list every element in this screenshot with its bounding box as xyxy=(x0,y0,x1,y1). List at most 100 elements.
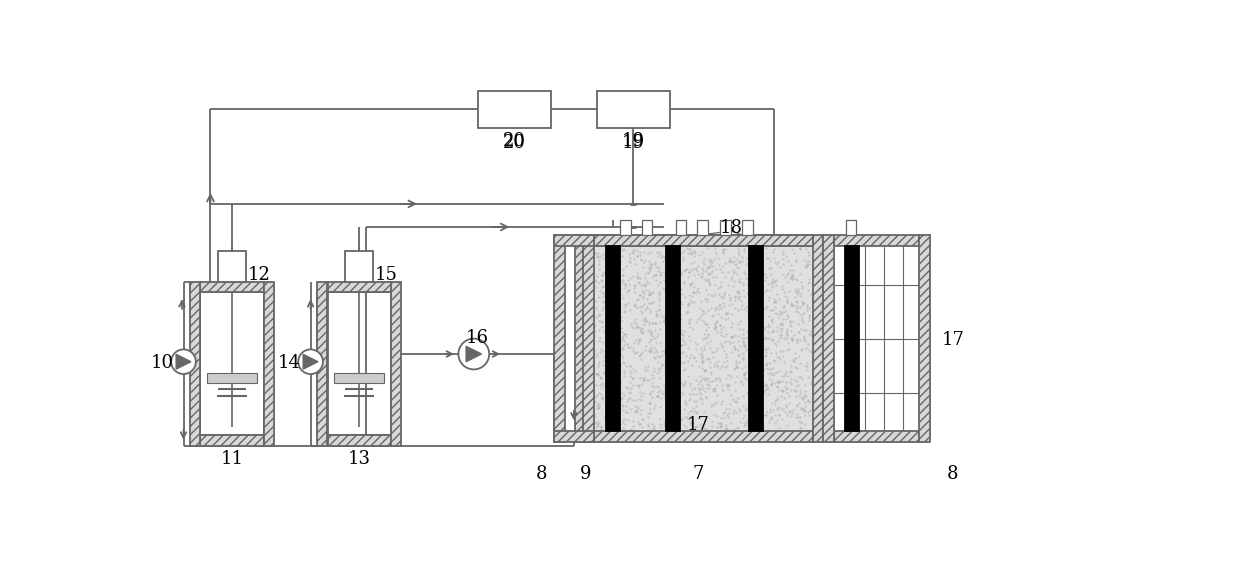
Point xyxy=(773,386,792,396)
Point xyxy=(697,384,717,393)
Point xyxy=(708,373,728,382)
Point xyxy=(615,300,635,309)
Point xyxy=(780,320,800,329)
Point xyxy=(761,369,781,378)
Point xyxy=(764,405,784,414)
Point xyxy=(624,373,644,382)
Point xyxy=(760,286,780,295)
Point xyxy=(719,300,739,309)
Point xyxy=(774,315,794,324)
Point xyxy=(779,344,799,354)
Point xyxy=(711,328,730,337)
Point xyxy=(613,418,632,427)
Point xyxy=(652,350,672,359)
Point xyxy=(676,351,696,361)
Point xyxy=(585,418,605,427)
Point xyxy=(594,254,614,263)
Point xyxy=(673,253,693,263)
Point xyxy=(780,317,800,327)
Point xyxy=(681,336,701,345)
Point xyxy=(795,410,815,419)
Point xyxy=(774,393,794,403)
Point xyxy=(603,340,622,349)
Point xyxy=(756,286,776,295)
Point xyxy=(718,384,738,393)
Point xyxy=(773,346,792,355)
Point xyxy=(691,313,711,322)
Point xyxy=(769,313,789,322)
Point xyxy=(663,381,683,391)
Point xyxy=(646,275,666,285)
Point xyxy=(599,340,619,350)
Point xyxy=(733,339,753,348)
Point xyxy=(661,257,681,266)
Point xyxy=(715,407,735,416)
Point xyxy=(787,380,807,389)
Point xyxy=(761,376,781,385)
Point xyxy=(727,270,746,279)
Point xyxy=(708,309,728,318)
Point xyxy=(668,332,688,341)
Point xyxy=(748,268,768,277)
Point xyxy=(708,418,728,427)
Point xyxy=(657,422,677,431)
Point xyxy=(707,423,727,432)
Point xyxy=(671,391,691,400)
Point xyxy=(742,405,761,414)
Point xyxy=(724,424,744,433)
Point xyxy=(613,275,632,285)
Point xyxy=(640,289,660,298)
Point xyxy=(688,380,708,389)
Point xyxy=(588,311,608,320)
Point xyxy=(779,372,799,381)
Point xyxy=(702,421,722,430)
Point xyxy=(765,338,785,347)
Point xyxy=(681,279,701,289)
Point xyxy=(641,328,661,337)
Point xyxy=(641,247,661,256)
Point xyxy=(627,252,647,261)
Point xyxy=(625,401,645,411)
Point xyxy=(697,320,717,329)
Point xyxy=(603,373,622,382)
Point xyxy=(625,302,645,311)
Point xyxy=(616,407,636,416)
Point xyxy=(735,270,755,279)
Point xyxy=(749,332,769,341)
Point xyxy=(594,368,614,377)
Point xyxy=(591,322,611,331)
Point xyxy=(737,259,756,268)
Point xyxy=(780,398,800,407)
Point xyxy=(593,282,613,291)
Point xyxy=(634,376,653,385)
Point xyxy=(652,360,672,369)
Point xyxy=(729,276,749,286)
Point xyxy=(759,279,779,289)
Point xyxy=(595,270,615,279)
Point xyxy=(598,356,618,365)
Point xyxy=(739,363,759,373)
Point xyxy=(715,374,735,383)
Point xyxy=(663,285,683,294)
Point xyxy=(589,418,609,427)
Point xyxy=(764,294,784,304)
Point xyxy=(598,328,618,337)
Point xyxy=(650,278,670,287)
Point xyxy=(594,412,614,422)
Point xyxy=(647,352,667,361)
Point xyxy=(787,308,807,317)
Point xyxy=(640,289,660,298)
Point xyxy=(681,314,701,324)
Point xyxy=(593,283,613,292)
Point xyxy=(636,305,656,314)
Point xyxy=(668,310,688,319)
Bar xyxy=(585,236,812,246)
Point xyxy=(660,354,680,363)
Point xyxy=(678,272,698,281)
Point xyxy=(792,299,812,308)
Point xyxy=(580,291,600,300)
Bar xyxy=(596,90,670,128)
Point xyxy=(707,397,727,407)
Point xyxy=(697,354,717,363)
Point xyxy=(590,347,610,357)
